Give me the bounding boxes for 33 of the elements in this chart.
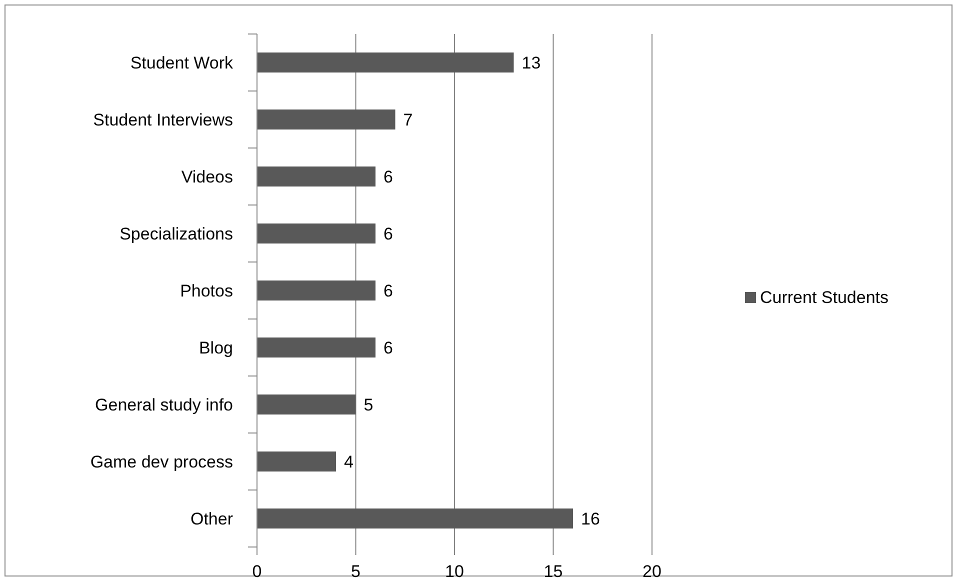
bar <box>257 508 573 528</box>
x-tick-label: 15 <box>544 562 563 581</box>
y-tick-label: Blog <box>198 338 233 358</box>
data-label: 6 <box>384 338 393 358</box>
y-tick-label: Videos <box>181 168 233 186</box>
y-tick-label: Specializations <box>120 224 233 244</box>
bar <box>257 452 336 472</box>
data-label: 6 <box>384 224 393 244</box>
y-tick-label: Student Work <box>130 54 234 72</box>
x-tick-label: 0 <box>252 562 262 581</box>
data-label: 16 <box>581 510 600 528</box>
data-label: 6 <box>384 168 393 186</box>
y-tick-label: Student Interviews <box>93 110 233 130</box>
y-tick-label: General study info <box>95 396 233 414</box>
x-tick-label: 5 <box>351 562 360 581</box>
x-tick-label: 20 <box>642 562 662 581</box>
y-tick-label: Game dev process <box>90 452 233 472</box>
y-tick-label: Other <box>190 510 234 528</box>
data-label: 5 <box>364 396 374 414</box>
bar <box>257 280 376 300</box>
data-label: 7 <box>403 110 413 130</box>
bar <box>257 224 376 244</box>
data-label: 6 <box>384 282 393 300</box>
bar <box>257 52 514 72</box>
y-tick-label: Photos <box>180 282 233 300</box>
bar <box>257 338 376 358</box>
data-label: 4 <box>344 452 354 472</box>
data-label: 13 <box>522 54 541 72</box>
bar <box>257 166 376 186</box>
bar <box>257 394 356 414</box>
x-tick-label: 10 <box>445 562 464 581</box>
bar <box>257 110 396 130</box>
legend-label: Current Students <box>760 288 889 307</box>
